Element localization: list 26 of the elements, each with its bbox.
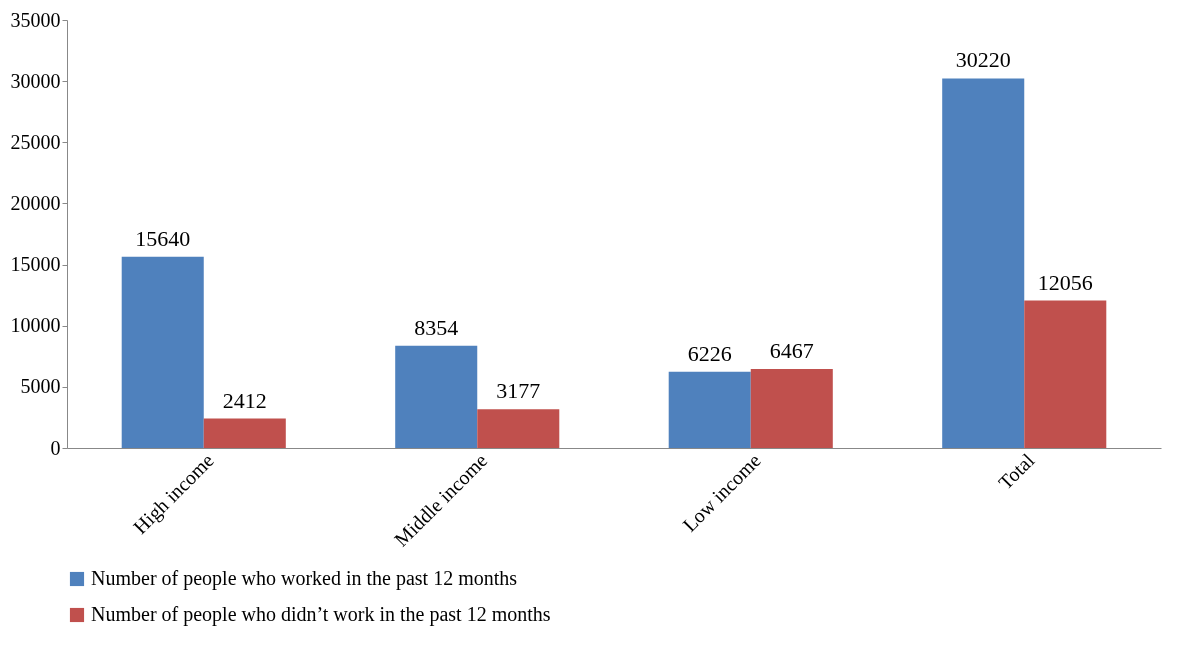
data-label: 8354 bbox=[414, 314, 459, 340]
bar bbox=[1024, 300, 1107, 448]
bar bbox=[121, 256, 204, 448]
y-tick-label: 25000 bbox=[10, 130, 61, 153]
data-label: 12056 bbox=[1037, 269, 1093, 295]
data-label: 2412 bbox=[222, 387, 267, 413]
y-tick-label: 0 bbox=[50, 436, 61, 459]
data-label: 30220 bbox=[955, 47, 1011, 73]
y-tick-label: 30000 bbox=[10, 69, 61, 92]
y-tick-label: 15000 bbox=[10, 253, 61, 276]
bar bbox=[668, 371, 751, 448]
bar bbox=[395, 345, 478, 448]
data-label: 15640 bbox=[135, 225, 191, 251]
legend-label: Number of people who didn’t work in the past 12 months bbox=[91, 603, 551, 626]
bar bbox=[942, 78, 1025, 448]
data-label: 6226 bbox=[687, 340, 732, 366]
y-tick-label: 35000 bbox=[10, 8, 61, 31]
bar bbox=[477, 409, 560, 448]
y-tick-label: 10000 bbox=[10, 314, 61, 337]
data-label: 6467 bbox=[769, 337, 814, 363]
bar bbox=[750, 368, 833, 448]
y-tick-label: 20000 bbox=[10, 191, 61, 214]
y-tick-label: 5000 bbox=[20, 375, 61, 398]
data-label: 3177 bbox=[496, 378, 541, 404]
legend-label: Number of people who worked in the past 12 months bbox=[91, 567, 518, 590]
bar bbox=[203, 418, 286, 448]
